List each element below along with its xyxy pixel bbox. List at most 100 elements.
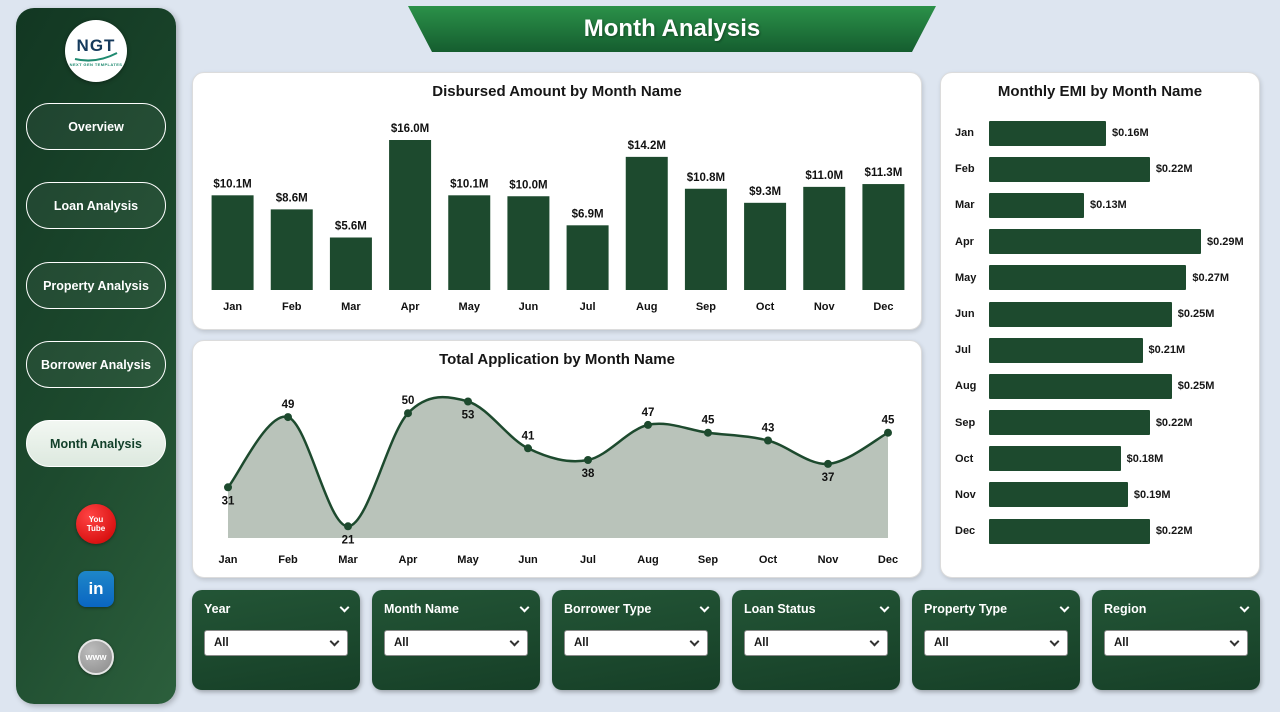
bar[interactable] [989, 518, 1150, 544]
filter-label: Loan Status [744, 602, 816, 616]
svg-text:45: 45 [702, 415, 715, 427]
bar[interactable] [989, 265, 1187, 291]
emi-value-label: $0.13M [1090, 199, 1127, 212]
svg-text:38: 38 [582, 468, 595, 480]
chevron-down-icon [509, 636, 520, 647]
bar [744, 202, 787, 290]
year-dropdown[interactable]: All [204, 630, 348, 656]
bar[interactable] [989, 410, 1150, 436]
youtube-icon[interactable]: You Tube [76, 504, 116, 544]
svg-text:$10.8M: $10.8M [687, 172, 725, 184]
bar[interactable] [989, 156, 1150, 182]
chevron-down-icon[interactable] [699, 602, 710, 613]
filter-region: Region All [1092, 590, 1260, 690]
filter-label: Month Name [384, 602, 459, 616]
filter-month-name: Month Name All [372, 590, 540, 690]
emi-row[interactable]: Apr $0.29M [955, 224, 1251, 260]
bar [389, 140, 432, 290]
emi-row[interactable]: Jan $0.16M [955, 115, 1251, 151]
sidebar-item-loan-analysis[interactable]: Loan Analysis [26, 182, 166, 229]
sidebar-item-property-analysis[interactable]: Property Analysis [26, 262, 166, 309]
linkedin-icon[interactable]: in [78, 571, 114, 607]
nav-label: Month Analysis [50, 436, 142, 451]
svg-text:Mar: Mar [338, 554, 358, 566]
data-point [824, 459, 832, 468]
emi-row[interactable]: Nov $0.19M [955, 477, 1251, 513]
nav-label: Property Analysis [43, 278, 149, 293]
chevron-down-icon[interactable] [1059, 602, 1070, 613]
disbursed-bar-chart[interactable]: $10.1M Jan $8.6M Feb $5.6M Mar $16.0M Apr $10.1M… [203, 105, 913, 325]
application-area-chart[interactable]: 31 Jan 49 Feb 21 Mar 50 Apr 53 May 41 Jun 38 Jul 47 Aug… [203, 373, 913, 573]
chevron-down-icon[interactable] [339, 602, 350, 613]
bar[interactable] [989, 482, 1128, 508]
chart-title: Monthly EMI by Month Name [997, 83, 1203, 100]
emi-row[interactable]: Jun $0.25M [955, 296, 1251, 332]
bar [507, 196, 550, 290]
svg-text:Jan: Jan [223, 301, 242, 313]
svg-text:Jun: Jun [518, 554, 538, 566]
svg-text:$6.9M: $6.9M [572, 208, 604, 220]
bar [625, 156, 668, 290]
data-point [644, 420, 652, 429]
region-dropdown[interactable]: All [1104, 630, 1248, 656]
globe-icon[interactable]: www [78, 639, 114, 675]
bar [684, 188, 727, 290]
svg-text:Oct: Oct [759, 554, 778, 566]
property-type-dropdown[interactable]: All [924, 630, 1068, 656]
chart-title: Disbursed Amount by Month Name [432, 83, 682, 100]
svg-text:Dec: Dec [873, 301, 893, 313]
filter-year: Year All [192, 590, 360, 690]
svg-text:Aug: Aug [637, 554, 658, 566]
svg-text:Sep: Sep [698, 554, 718, 566]
area-fill [228, 397, 888, 538]
bar[interactable] [989, 446, 1121, 472]
filter-property-type: Property Type All [912, 590, 1080, 690]
emi-row[interactable]: Dec $0.22M [955, 513, 1251, 549]
chevron-down-icon[interactable] [1239, 602, 1250, 613]
svg-text:Aug: Aug [636, 301, 657, 313]
emi-row[interactable]: May $0.27M [955, 260, 1251, 296]
month-name-dropdown[interactable]: All [384, 630, 528, 656]
svg-text:$16.0M: $16.0M [391, 123, 429, 135]
bar[interactable] [989, 337, 1143, 363]
data-point [464, 397, 472, 406]
svg-text:$11.3M: $11.3M [865, 167, 903, 179]
sidebar-item-borrower-analysis[interactable]: Borrower Analysis [26, 341, 166, 388]
emi-row[interactable]: Feb $0.22M [955, 151, 1251, 187]
borrower-type-dropdown[interactable]: All [564, 630, 708, 656]
bar[interactable] [989, 229, 1201, 255]
logo-subtext: NEXT GEN TEMPLATES [69, 61, 123, 67]
svg-text:31: 31 [222, 495, 235, 507]
page-title: Month Analysis [583, 15, 761, 42]
sidebar: NGT NEXT GEN TEMPLATES Overview Loan Ana… [16, 8, 176, 704]
sidebar-item-month-analysis[interactable]: Month Analysis [26, 420, 166, 467]
data-point [764, 436, 772, 445]
svg-text:45: 45 [882, 415, 895, 427]
emi-hbar-chart[interactable]: Jan $0.16M Feb $0.22M Mar $0.13M Apr $0.29M May $… [955, 115, 1251, 549]
emi-value-label: $0.22M [1155, 163, 1193, 176]
emi-row[interactable]: Aug $0.25M [955, 368, 1251, 404]
bar[interactable] [989, 192, 1085, 218]
svg-text:Apr: Apr [401, 301, 421, 313]
emi-row[interactable]: Sep $0.22M [955, 405, 1251, 441]
bar[interactable] [989, 301, 1172, 327]
emi-row[interactable]: Mar $0.13M [955, 187, 1251, 223]
nav-label: Overview [68, 119, 124, 134]
bar [329, 237, 372, 290]
emi-row[interactable]: Oct $0.18M [955, 441, 1251, 477]
chevron-down-icon[interactable] [879, 602, 890, 613]
bar [803, 186, 846, 290]
dropdown-value: All [934, 637, 949, 649]
emi-value-label: $0.25M [1177, 308, 1215, 321]
chevron-down-icon[interactable] [519, 602, 530, 613]
emi-month-label: Mar [955, 199, 975, 212]
emi-value-label: $0.16M [1111, 127, 1149, 140]
filter-label: Property Type [924, 602, 1008, 616]
emi-value-label: $0.29M [1207, 235, 1244, 248]
emi-row[interactable]: Jul $0.21M [955, 332, 1251, 368]
sidebar-item-overview[interactable]: Overview [26, 103, 166, 150]
bar[interactable] [989, 373, 1172, 399]
social-youtube-wrap: You Tube [16, 504, 176, 544]
loan-status-dropdown[interactable]: All [744, 630, 888, 656]
bar[interactable] [989, 120, 1106, 146]
